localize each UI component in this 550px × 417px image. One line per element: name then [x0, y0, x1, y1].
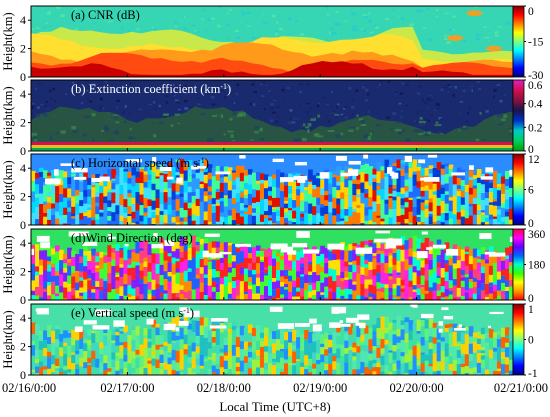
- colorbar-tick-label: 0: [528, 293, 534, 305]
- colorbar-e: [512, 303, 525, 376]
- panel-title-c: (c) Horizontal speed (m s-1): [71, 156, 209, 171]
- x-axis-label: Local Time (UTC+8): [219, 399, 330, 414]
- x-tick-label: 02/18/0:00: [197, 381, 251, 395]
- heatmap-field-b: [31, 80, 513, 151]
- y-tick-label: 0: [20, 368, 26, 382]
- colorbar-tick-label: 0: [528, 6, 534, 18]
- y-tick-label: 2: [20, 190, 26, 204]
- y-tick-label: 2: [20, 265, 26, 279]
- colorbar-tick-label: 180: [528, 260, 546, 272]
- y-tick-label: 4: [20, 236, 26, 250]
- colorbar-tick-label: 0: [528, 144, 534, 156]
- colorbar-tick-label: 0.2: [528, 122, 543, 134]
- panel-title-d: (d)Wind Direction (deg): [71, 231, 193, 245]
- panel-c: (c) Horizontal speed (m s-1) 0 2 4 Height(km…: [1, 153, 540, 232]
- colorbar-tick-label: -1: [528, 368, 538, 380]
- heatmap-field-c: [31, 154, 513, 225]
- panel-a: (a) CNR (dB) 0 2 4 Height(km) 0 -15 -30: [1, 5, 544, 84]
- colorbar-tick-label: 0.6: [528, 80, 543, 92]
- y-tick-label: 2: [20, 116, 26, 130]
- y-axis-label: Height(km): [1, 86, 15, 144]
- colorbar-tick-label: 0.4: [528, 99, 543, 111]
- panel-title-b: (b) Extinction coefficient (km-1): [71, 82, 231, 97]
- colorbar-tick-label: 0: [528, 335, 534, 347]
- x-tick-label: 02/21/0:00: [494, 381, 548, 395]
- y-tick-label: 2: [20, 340, 26, 354]
- heatmap-field-d: [31, 229, 513, 300]
- y-tick-label: 4: [20, 161, 26, 175]
- x-tick-label: 02/16/0:00: [2, 381, 56, 395]
- x-tick-label: 02/19/0:00: [293, 381, 347, 395]
- colorbar-b: [512, 79, 525, 152]
- colorbar-c: [512, 153, 525, 226]
- colorbar-tick-label: 12: [528, 154, 540, 166]
- heatmap-field-e: [31, 304, 513, 375]
- y-axis-label: Height(km): [1, 160, 15, 218]
- colorbar-d: [512, 228, 525, 301]
- y-tick-label: 2: [20, 42, 26, 56]
- panel-e: (e) Vertical speed (m s-1) 0 2 4 Height(km) 1…: [1, 303, 538, 382]
- y-tick-label: 0: [20, 218, 26, 232]
- y-tick-label: 4: [20, 13, 26, 27]
- colorbar-tick-label: 360: [528, 229, 546, 241]
- y-axis-label: Height(km): [1, 310, 15, 368]
- colorbar-tick-label: 0: [528, 218, 534, 230]
- heatmap-field-a: [31, 6, 513, 77]
- y-axis-label: Height(km): [1, 12, 15, 70]
- colorbar-tick-label: -30: [528, 70, 544, 82]
- y-tick-label: 0: [20, 293, 26, 307]
- panel-title-e: (e) Vertical speed (m s-1): [71, 306, 194, 321]
- colorbar-tick-label: 1: [528, 304, 534, 316]
- panel-b: (b) Extinction coefficient (km-1) 0 2 4 Heig…: [1, 79, 543, 158]
- panel-d: (d)Wind Direction (deg) 0 2 4 Height(km) 360 1…: [1, 228, 546, 307]
- y-tick-label: 4: [20, 87, 26, 101]
- x-tick-label: 02/17/0:00: [100, 381, 154, 395]
- y-tick-label: 0: [20, 144, 26, 158]
- colorbar-tick-label: -15: [528, 37, 544, 49]
- y-tick-label: 0: [20, 70, 26, 84]
- panel-title-a: (a) CNR (dB): [71, 8, 140, 22]
- colorbar-a: [512, 5, 525, 78]
- colorbar-tick-label: 6: [528, 185, 534, 197]
- y-axis-label: Height(km): [1, 235, 15, 293]
- x-tick-label: 02/20/0:00: [390, 381, 444, 395]
- y-tick-label: 4: [20, 311, 26, 325]
